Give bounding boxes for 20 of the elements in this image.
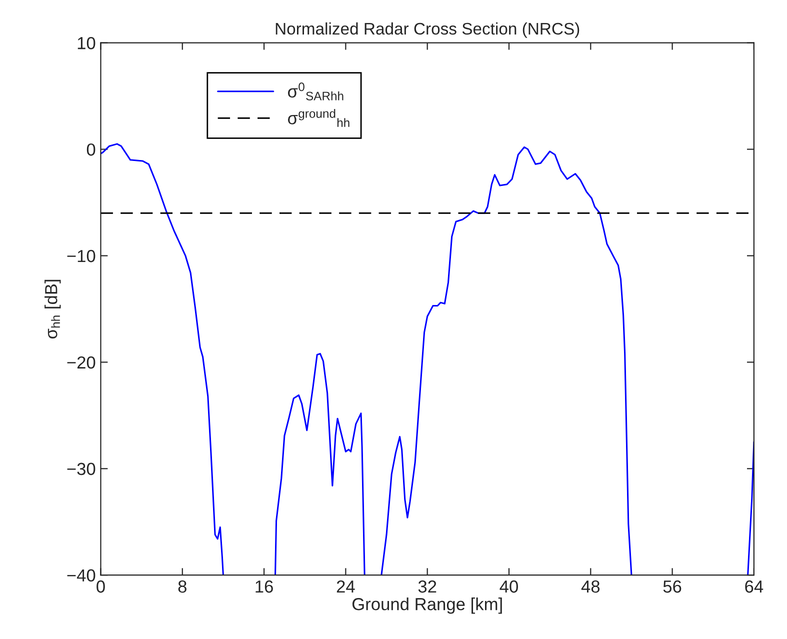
legend-label: σ$^{0}$$_{SARhh}$ xyxy=(288,82,344,100)
x-tick-label: 0 xyxy=(96,580,105,593)
x-axis-title: Ground Range [km] xyxy=(352,598,502,614)
y-tick-label: −10 xyxy=(67,250,96,262)
y-tick-label: −40 xyxy=(67,569,96,582)
x-tick-label: 32 xyxy=(418,580,436,593)
x-tick-label: 24 xyxy=(336,580,355,593)
x-tick-label: 40 xyxy=(500,580,518,593)
x-tick-label: 8 xyxy=(178,580,186,593)
y-tick-label: −20 xyxy=(67,356,96,369)
x-tick-label: 64 xyxy=(745,580,764,593)
x-tick-label: 16 xyxy=(256,580,273,593)
x-tick-label: 48 xyxy=(581,580,600,593)
y-tick-label: 10 xyxy=(78,36,96,50)
chart-title: Normalized Radar Cross Section (NRCS) xyxy=(276,22,580,38)
legend-label: σ$^{ground}$$_{hh}$ xyxy=(288,108,350,127)
y-tick-label: 0 xyxy=(86,143,96,156)
y-tick-label: −30 xyxy=(67,462,96,476)
y-axis-title: σ$_{hh}$ [dB] xyxy=(44,280,61,339)
x-tick-label: 56 xyxy=(663,580,682,593)
